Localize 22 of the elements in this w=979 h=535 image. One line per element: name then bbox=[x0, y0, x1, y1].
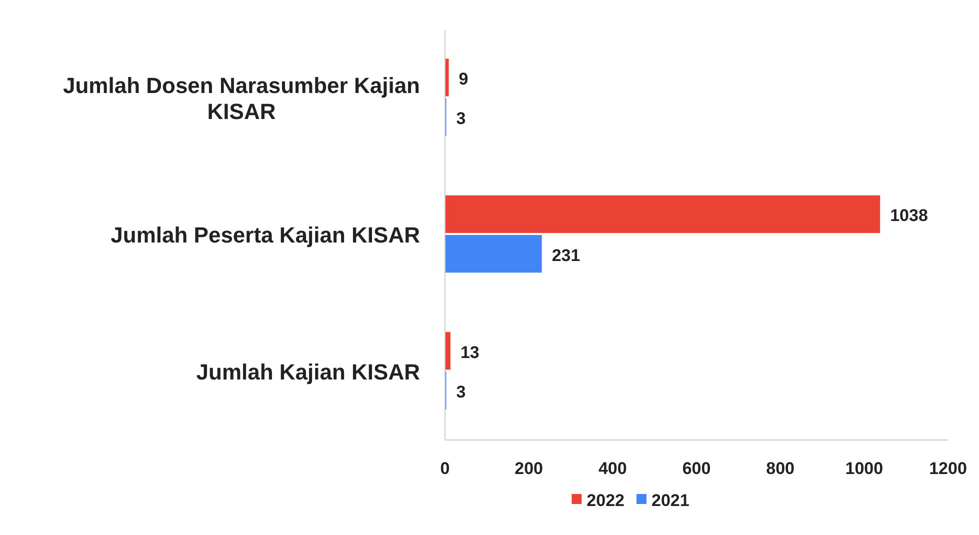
x-tick-label: 800 bbox=[766, 459, 795, 478]
x-tick-label: 600 bbox=[682, 459, 711, 478]
legend-label: 2022 bbox=[586, 490, 624, 510]
y-tick-label: Jumlah Peserta Kajian KISAR bbox=[110, 222, 420, 248]
data-label: 1038 bbox=[890, 206, 928, 226]
x-tick-label: 0 bbox=[440, 459, 450, 478]
x-tick-label: 1200 bbox=[929, 459, 967, 478]
bar bbox=[445, 195, 880, 233]
bar bbox=[445, 332, 450, 370]
data-label: 13 bbox=[460, 342, 480, 362]
legend-label: 2021 bbox=[652, 490, 690, 510]
bar bbox=[445, 235, 542, 273]
bar bbox=[445, 58, 449, 96]
x-tick-label: 1000 bbox=[845, 459, 884, 478]
y-tick-label: Jumlah Kajian KISAR bbox=[196, 359, 420, 384]
data-label: 3 bbox=[456, 382, 466, 402]
x-tick-label: 400 bbox=[598, 459, 627, 478]
data-label: 231 bbox=[552, 246, 580, 265]
x-tick-label: 200 bbox=[514, 459, 544, 478]
data-label: 3 bbox=[456, 109, 466, 128]
y-tick-label: Jumlah Dosen Narasumber Kajian KISAR bbox=[62, 73, 420, 124]
data-label: 9 bbox=[458, 69, 468, 88]
